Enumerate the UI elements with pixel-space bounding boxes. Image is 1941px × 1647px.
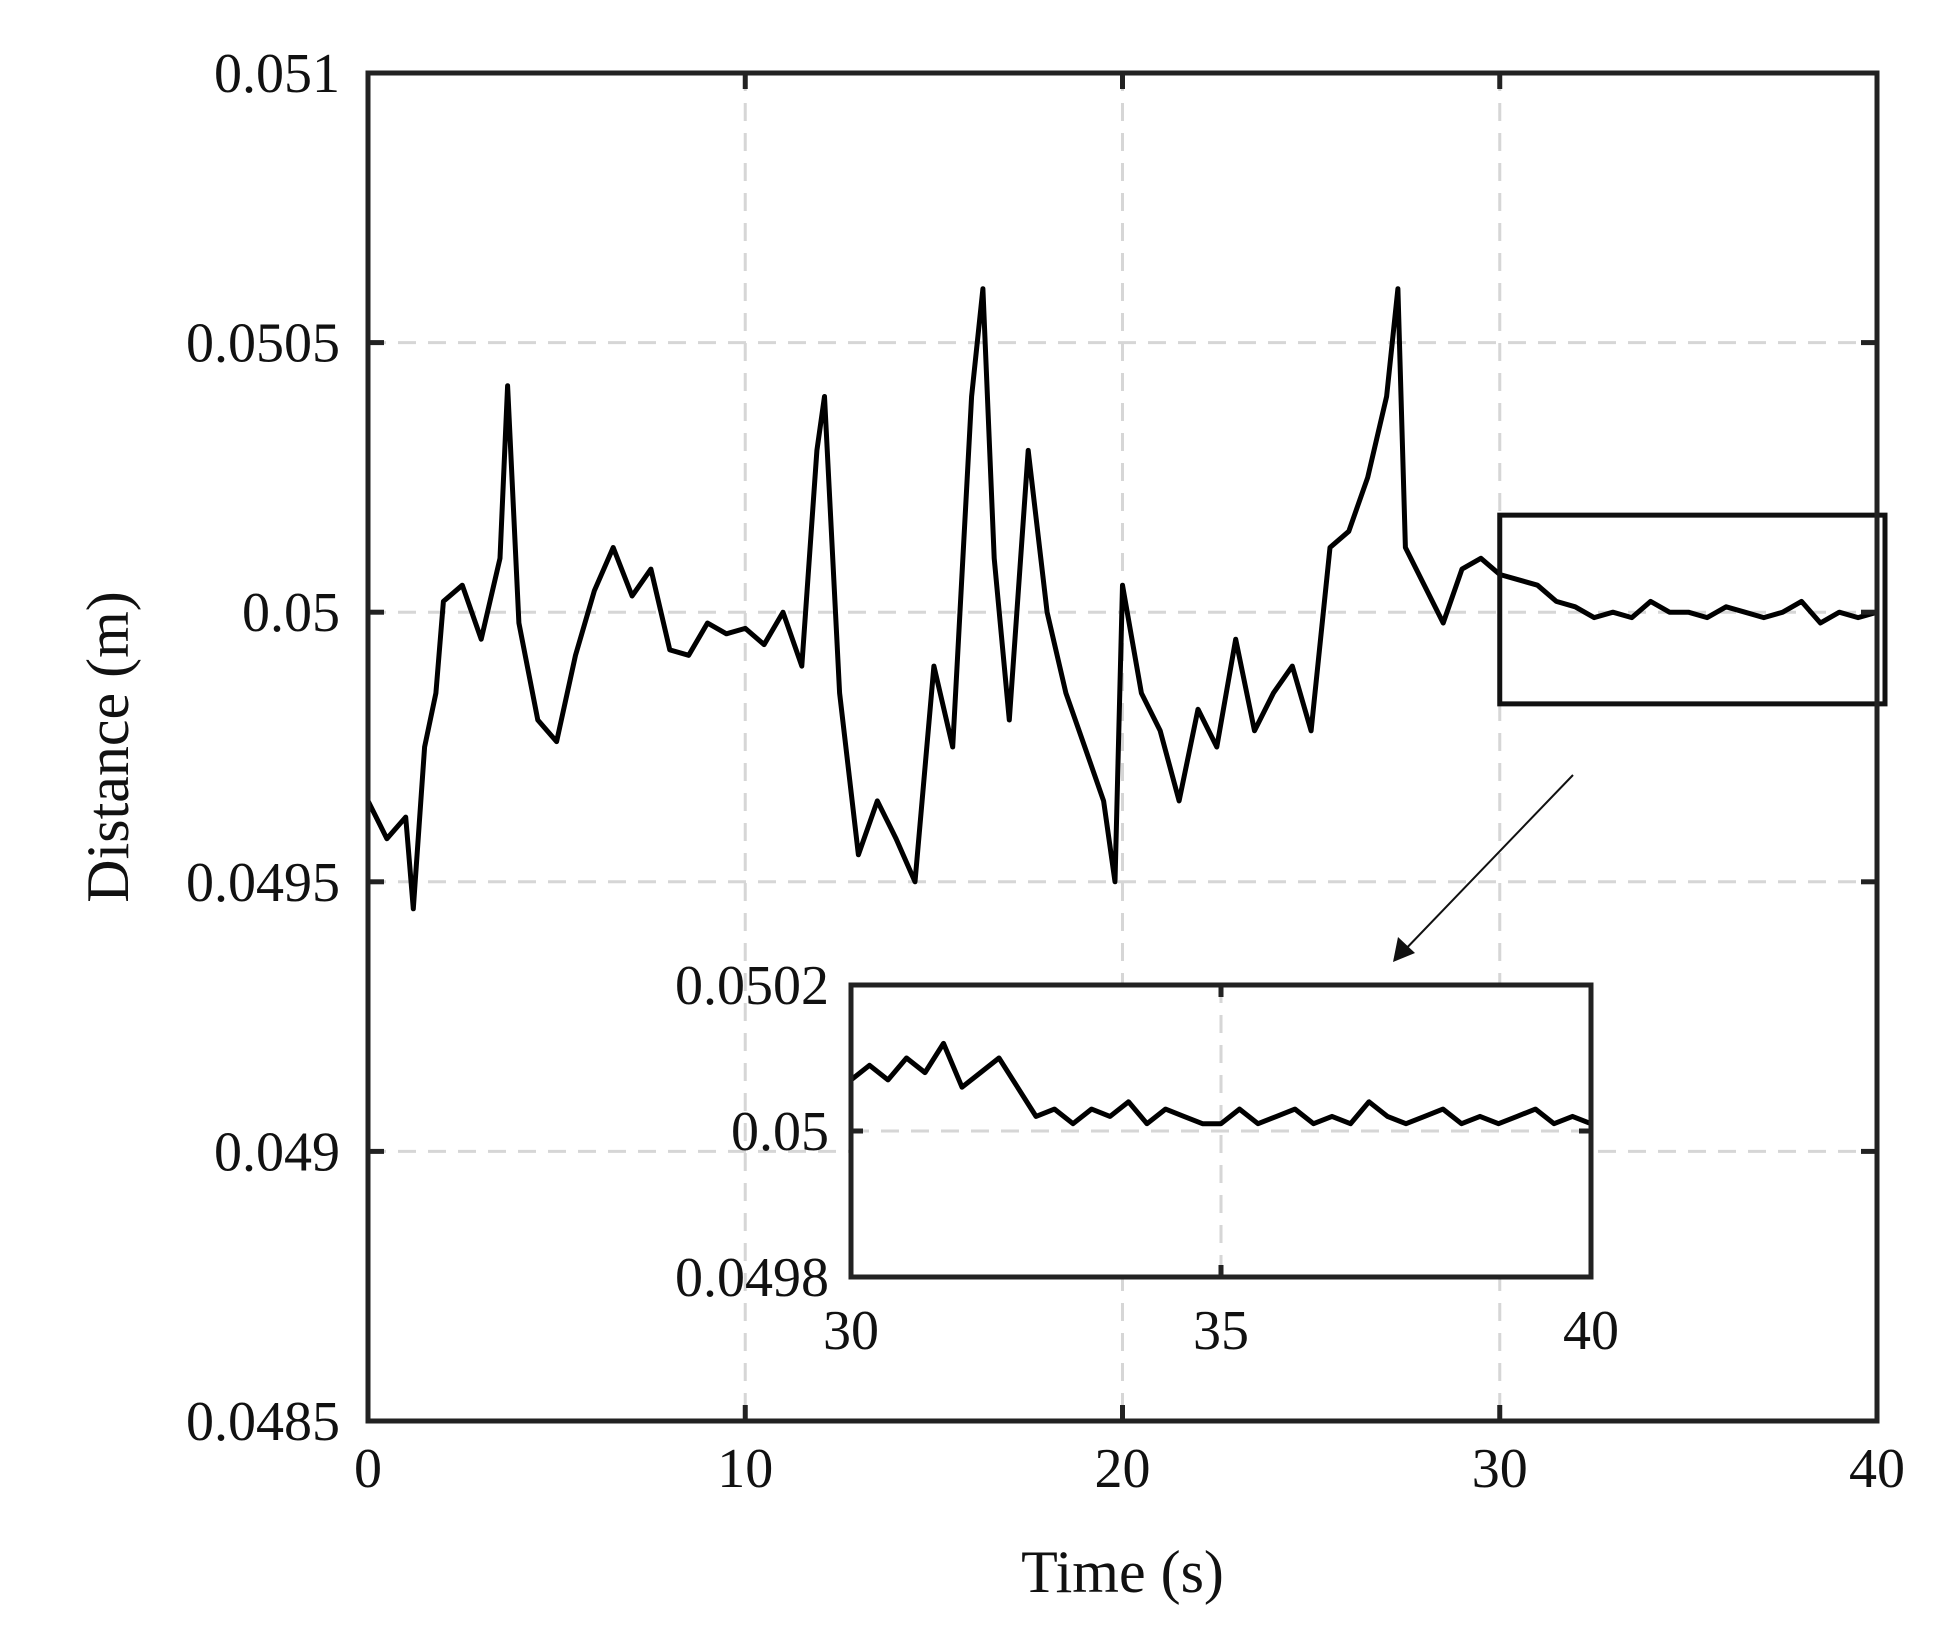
main-plot: 0 10 20 30 40 0.04850.0490.04950.050.05050.0… (75, 43, 1905, 1605)
y-tick-label: 0.0485 (186, 1391, 340, 1453)
x-tick-label: 20 (1095, 1438, 1151, 1500)
x-tick-label: 40 (1849, 1438, 1905, 1500)
main-axis-ticks (365, 70, 1880, 1424)
y-tick-label: 0.051 (214, 43, 340, 105)
distance-series-line (365, 286, 1878, 912)
inset-y-tick-labels: 0.0498 0.05 0.0502 (675, 955, 829, 1309)
inset-axis-ticks (848, 982, 1594, 1280)
x-tick-label: 40 (1563, 1300, 1619, 1362)
main-x-tick-labels: 0 10 20 30 40 (354, 1438, 1905, 1500)
y-tick-label: 0.0495 (186, 852, 340, 914)
zoom-region-box (1497, 512, 1888, 707)
inset-x-tick-labels: 30 35 40 (823, 1300, 1619, 1362)
y-tick-label: 0.0505 (186, 313, 340, 375)
zoom-arrow-shaft (1399, 774, 1574, 956)
y-tick-label: 0.05 (242, 582, 340, 644)
x-axis-title: Time (s) (1021, 1539, 1224, 1605)
x-tick-label: 35 (1193, 1300, 1249, 1362)
inset-series-line (849, 1040, 1592, 1127)
y-axis-title: Distance (m) (75, 591, 141, 903)
y-tick-label: 0.05 (731, 1101, 829, 1163)
zoom-arrow-head (1393, 937, 1415, 962)
y-tick-label: 0.0502 (675, 955, 829, 1017)
inset-series-layer (849, 1040, 1592, 1127)
main-y-tick-labels: 0.0485 0.049 0.0495 0.05 0.0505 0.051 (186, 43, 340, 1453)
y-tick-label: 0.049 (214, 1121, 340, 1183)
y-tick-label: 0.0498 (675, 1247, 829, 1309)
x-tick-label: 30 (1472, 1438, 1528, 1500)
x-tick-label: 0 (354, 1438, 382, 1500)
x-tick-label: 30 (823, 1300, 879, 1362)
main-series-layer (365, 286, 1878, 912)
x-tick-label: 10 (717, 1438, 773, 1500)
inset-plot: 30 35 40 0.0498 0.05 0.0502 (675, 955, 1619, 1362)
zoom-region-indicator (1393, 512, 1888, 962)
inset-gridlines (851, 985, 1591, 1277)
